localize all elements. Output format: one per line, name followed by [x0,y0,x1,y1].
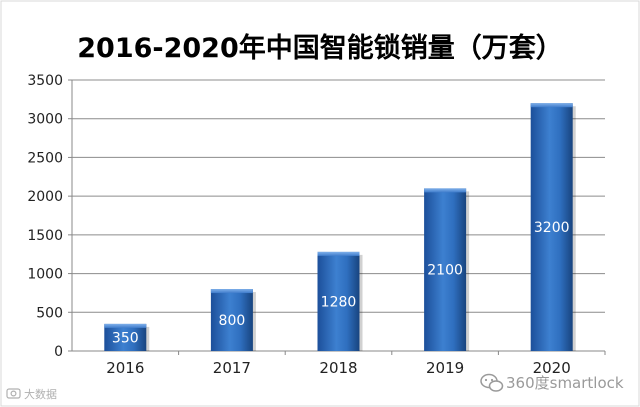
x-tick-label: 2020 [533,359,571,377]
data-label: 3200 [534,220,570,236]
x-tick-label: 2019 [426,359,464,377]
bar-2016: 350 [104,323,150,351]
bar-body [317,251,360,351]
bar-cap [210,289,253,294]
y-tick-label: 500 [36,305,63,321]
bar-body [104,323,147,351]
bar-cap [104,323,147,328]
y-axis-ticks: 0 500 1000 1500 2000 2500 3000 3500 [27,73,72,360]
corner-mark-text: 大数据 [24,387,57,401]
y-tick-label: 2500 [27,150,63,166]
y-tick-label: 1500 [27,228,63,244]
y-tick-label: 2000 [27,189,63,205]
grid-lines [72,79,605,313]
bar-cap [530,103,573,108]
bar-2020: 3200 [530,103,576,351]
y-tick-label: 1000 [27,267,63,283]
camera-icon [6,388,21,399]
data-label: 2100 [427,263,463,279]
data-label: 350 [112,330,139,346]
bar-cap [424,188,467,193]
bar-body [530,103,573,351]
bar-body [424,188,467,351]
watermark: 360度smartlock [480,373,624,392]
x-tick-label: 2018 [319,359,357,377]
bar-2017: 800 [210,289,256,351]
bars: 350 800 1280 2100 3200 [104,103,576,351]
chart-title: 2016-2020年中国智能锁销量（万套） [77,32,563,64]
bar-2019: 2100 [424,188,470,351]
x-axis-labels: 2016 2017 2018 2019 2020 [106,351,606,377]
corner-mark: 大数据 [6,387,57,401]
x-tick-label: 2016 [106,359,144,377]
bar-cap [317,251,360,256]
y-tick-label: 3000 [27,112,63,128]
bar-2018: 1280 [317,251,363,351]
y-tick-label: 3500 [27,73,63,89]
wechat-icon [480,373,504,392]
data-label: 1280 [321,294,357,310]
watermark-text: 360度smartlock [506,374,624,392]
bar-body [210,289,253,351]
data-label: 800 [219,313,246,329]
x-tick-label: 2017 [213,359,251,377]
y-tick-label: 0 [54,344,63,360]
